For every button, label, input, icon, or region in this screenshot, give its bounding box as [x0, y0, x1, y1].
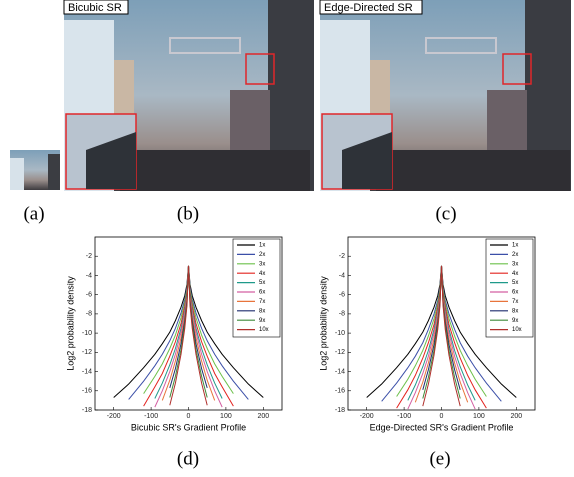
series-line: [143, 265, 234, 407]
legend-label: 1x: [259, 243, 265, 249]
legend-label: 9x: [259, 318, 265, 324]
legend-label: 10x: [259, 327, 269, 333]
legend-label: 5x: [512, 280, 518, 286]
series-line: [154, 265, 223, 408]
line-chart: -2 -4 -6 -8 -10 -12 -14 -16 -18 -200 -100 0 100 200 Ed…: [318, 236, 536, 432]
y-tick-label: -18: [82, 407, 92, 414]
legend-label: 4x: [512, 271, 518, 277]
y-tick-label: -10: [335, 330, 345, 337]
series-line: [169, 265, 208, 406]
x-tick-label: 0: [187, 413, 191, 420]
image-edge-directed: Edge-Directed SR: [319, 0, 571, 191]
panel-label: (d): [177, 448, 199, 469]
x-tick-label: -100: [144, 413, 158, 420]
x-tick-label: 0: [440, 413, 444, 420]
thumbnail: [10, 150, 60, 190]
x-tick-label: -200: [107, 413, 121, 420]
y-tick-label: -16: [335, 388, 345, 395]
y-tick-label: -4: [86, 272, 92, 279]
image-label: Edge-Directed SR: [324, 2, 413, 14]
legend-label: 1x: [512, 243, 518, 249]
y-tick-label: -2: [339, 253, 345, 260]
legend-label: 4x: [259, 271, 265, 277]
series-line: [169, 265, 208, 398]
legend-label: 7x: [512, 299, 518, 305]
legend-box: [485, 238, 534, 338]
legend-label: 3x: [512, 261, 518, 267]
x-tick-label: 200: [257, 413, 269, 420]
legend-label: 6x: [259, 290, 265, 296]
series-line: [381, 265, 502, 402]
legend-label: 10x: [512, 327, 522, 333]
series-line: [143, 265, 234, 394]
x-axis-label: Edge-Directed SR's Gradient Profile: [370, 422, 514, 432]
x-tick-label: 200: [510, 413, 522, 420]
y-axis-label: Log2 probability density: [318, 276, 328, 371]
y-axis-label: Log2 probability density: [65, 276, 75, 371]
series-line: [422, 265, 461, 407]
line-chart: -2 -4 -6 -8 -10 -12 -14 -16 -18 -200 -100 0 100 200 Bi…: [65, 236, 283, 432]
image-label: Bicubic SR: [68, 2, 122, 14]
image-bicubic: Bicubic SR: [63, 0, 314, 191]
legend-label: 6x: [512, 290, 518, 296]
legend-label: 8x: [512, 308, 518, 314]
series-line: [128, 265, 249, 400]
legend-label: 8x: [259, 308, 265, 314]
y-tick-label: -16: [82, 388, 92, 395]
legend-label: 7x: [259, 299, 265, 305]
y-tick-label: -6: [86, 292, 92, 299]
legend-label: 3x: [259, 261, 265, 267]
legend-label: 9x: [512, 318, 518, 324]
y-tick-label: -4: [339, 272, 345, 279]
series-line: [407, 265, 476, 410]
panel-label: (c): [435, 203, 456, 224]
x-tick-label: -200: [360, 413, 374, 420]
series-line: [422, 265, 461, 399]
y-tick-label: -10: [82, 330, 92, 337]
y-tick-label: -14: [82, 368, 92, 375]
x-tick-label: 100: [220, 413, 232, 420]
series-line: [414, 265, 469, 403]
legend-label: 2x: [259, 252, 265, 258]
series-line: [161, 265, 216, 401]
y-tick-label: -6: [339, 292, 345, 299]
x-tick-label: -100: [397, 413, 411, 420]
panel-label: (a): [23, 203, 44, 224]
panel-label: (e): [429, 448, 450, 469]
legend-box: [232, 238, 281, 338]
x-axis-label: Bicubic SR's Gradient Profile: [131, 422, 246, 432]
y-tick-label: -12: [335, 349, 345, 356]
x-tick-label: 100: [473, 413, 485, 420]
series-line: [396, 265, 487, 409]
series-line: [154, 265, 223, 399]
y-tick-label: -2: [86, 253, 92, 260]
series-line: [407, 265, 476, 401]
y-tick-label: -8: [86, 311, 92, 318]
legend-label: 5x: [259, 280, 265, 286]
y-tick-label: -18: [335, 407, 345, 414]
y-tick-label: -12: [82, 349, 92, 356]
panel-label: (b): [177, 203, 199, 224]
y-tick-label: -8: [339, 311, 345, 318]
series-line: [396, 265, 487, 397]
y-tick-label: -14: [335, 368, 345, 375]
legend-label: 2x: [512, 252, 518, 258]
